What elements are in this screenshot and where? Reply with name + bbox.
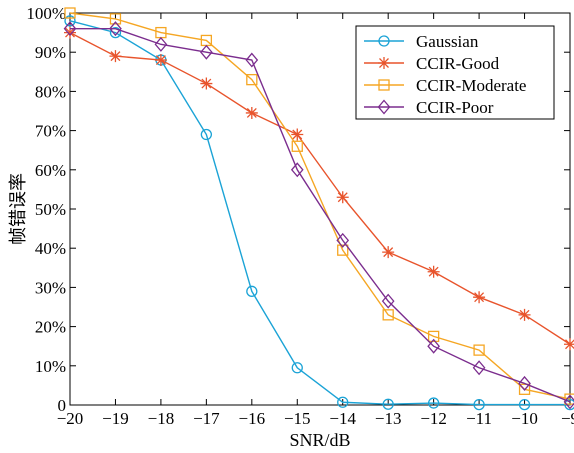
data-point-marker — [64, 15, 76, 27]
data-point-marker — [427, 265, 440, 278]
data-point-marker — [518, 398, 531, 411]
data-point-marker — [427, 330, 440, 343]
x-tick-label: −20 — [57, 409, 84, 428]
legend-label: CCIR-Good — [416, 54, 500, 73]
y-tick-label: 20% — [35, 318, 66, 337]
data-point-marker — [245, 106, 258, 119]
data-point-marker — [381, 293, 395, 309]
series-line — [69, 31, 571, 345]
y-tick-label: 70% — [35, 122, 66, 141]
data-point-marker — [154, 36, 168, 52]
y-tick-label: 100% — [26, 4, 66, 23]
data-point-marker — [246, 73, 258, 86]
data-point-marker — [472, 360, 486, 376]
y-axis-title: 帧错误率 — [8, 173, 28, 245]
x-tick-label: −10 — [511, 409, 538, 428]
data-point-marker — [337, 396, 349, 408]
series-ccir-moderate — [64, 7, 574, 405]
data-point-marker — [473, 344, 485, 356]
data-point-marker — [109, 13, 122, 25]
legend-label: CCIR-Moderate — [416, 76, 526, 95]
series-line — [70, 27, 571, 403]
legend-marker — [378, 57, 390, 69]
data-series — [63, 7, 574, 411]
data-point-marker — [200, 128, 213, 141]
data-point-marker — [245, 52, 259, 68]
legend-label: Gaussian — [416, 32, 479, 51]
data-point-marker — [336, 232, 350, 248]
x-tick-label: −17 — [193, 409, 220, 428]
y-tick-label: 50% — [35, 200, 66, 219]
x-tick-label: −14 — [329, 409, 356, 428]
x-tick-label: −11 — [466, 409, 492, 428]
data-point-marker — [63, 21, 77, 37]
y-tick-label: 80% — [35, 82, 66, 101]
y-tick-label: 10% — [35, 357, 66, 376]
data-point-marker — [427, 397, 440, 409]
data-point-marker — [109, 50, 122, 63]
axis-ticks: −20 −19 −18 −17 −16 −15 −14 −13 −12 −11 −10 −9 0 10% 2… — [26, 4, 574, 428]
legend-marker — [378, 79, 390, 91]
data-point-marker — [64, 7, 76, 19]
data-point-marker — [518, 375, 531, 391]
y-tick-label: 40% — [35, 239, 66, 258]
series-ccir-poor — [63, 21, 574, 410]
x-tick-label: −9 — [561, 409, 574, 428]
y-tick-label: 90% — [35, 43, 66, 62]
x-tick-label: −13 — [375, 409, 402, 428]
data-point-marker — [518, 383, 531, 395]
y-tick-label: 60% — [35, 161, 66, 180]
data-point-marker — [290, 162, 304, 178]
data-point-marker — [564, 338, 574, 351]
data-point-marker — [291, 362, 303, 374]
data-point-marker — [382, 309, 394, 321]
data-point-marker — [382, 246, 395, 259]
x-tick-label: −12 — [420, 409, 447, 428]
data-point-marker — [473, 291, 486, 304]
series-line — [69, 12, 571, 400]
data-point-marker — [200, 77, 213, 90]
x-tick-label: −16 — [239, 409, 266, 428]
data-point-marker — [109, 26, 122, 39]
legend-marker — [377, 99, 391, 115]
series-ccir-good — [64, 26, 574, 351]
data-point-marker — [64, 26, 76, 39]
data-point-marker — [291, 140, 303, 152]
data-point-marker — [291, 128, 304, 141]
x-tick-label: −15 — [284, 409, 311, 428]
data-point-marker — [336, 191, 349, 204]
y-tick-label: 30% — [35, 278, 66, 297]
data-point-marker — [154, 54, 167, 67]
data-point-marker — [200, 44, 213, 60]
data-point-marker — [382, 398, 394, 410]
series-gaussian — [64, 15, 574, 411]
data-point-marker — [246, 285, 258, 297]
data-point-marker — [109, 21, 122, 37]
legend-marker — [378, 35, 390, 47]
legend-label: CCIR-Poor — [416, 98, 494, 117]
x-tick-label: −18 — [148, 409, 175, 428]
data-point-marker — [473, 398, 485, 411]
data-point-marker — [427, 338, 440, 354]
series-line — [69, 20, 570, 406]
data-point-marker — [518, 308, 531, 321]
x-tick-label: −19 — [102, 409, 129, 428]
data-point-marker — [337, 244, 349, 256]
y-tick-label: 0 — [58, 396, 67, 415]
x-axis-title: SNR/dB — [289, 430, 350, 450]
legend: Gaussian CCIR-Good CCIR-Moderate CCIR-Poor — [355, 25, 555, 120]
